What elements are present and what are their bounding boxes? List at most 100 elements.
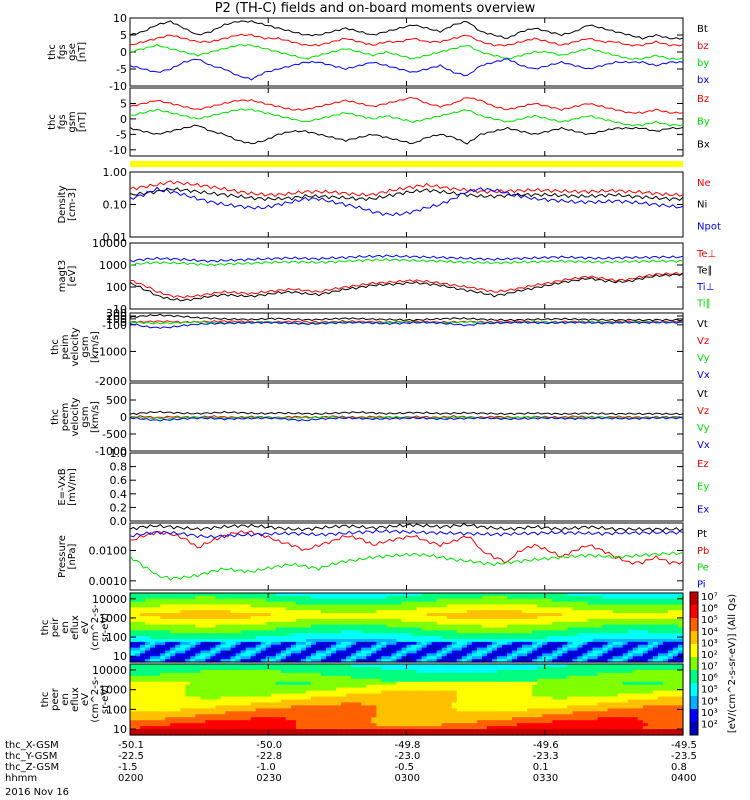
spectrogram-cell — [406, 593, 413, 597]
spectrogram-cell — [597, 699, 604, 704]
spectrogram-cell — [346, 607, 352, 611]
spectrogram-cell — [175, 664, 181, 668]
spectrogram-cell — [260, 633, 267, 637]
spectrogram-cell — [200, 598, 207, 603]
spectrogram-cell — [396, 650, 403, 654]
spectrogram-cell — [657, 618, 664, 623]
spectrogram-cell — [587, 693, 594, 698]
spectrogram-cell — [491, 633, 498, 637]
spectrogram-cell — [275, 601, 282, 606]
y-axis-label: gsm — [80, 406, 91, 427]
spectrogram-cell — [391, 675, 398, 680]
spectrogram-cell — [240, 610, 247, 614]
spectrogram-cell — [612, 717, 619, 721]
spectrogram-cell — [270, 702, 277, 707]
spectrogram-cell — [476, 644, 483, 649]
spectrogram-cell — [245, 711, 252, 715]
spectrogram-cell — [145, 621, 151, 626]
panel-frame — [129, 452, 684, 522]
spectrogram-cell — [486, 598, 493, 603]
spectrogram-cell — [662, 593, 669, 597]
spectrogram-cell — [356, 641, 362, 646]
spectrogram-cell — [627, 604, 634, 608]
spectrogram-cell — [582, 616, 589, 620]
spectrogram-cell — [205, 681, 212, 686]
spectrogram-cell — [280, 656, 287, 660]
spectrogram-cell — [145, 714, 151, 718]
spectrogram-cell — [245, 684, 252, 689]
spectrogram-cell — [512, 666, 518, 671]
spectrogram-cell — [356, 656, 362, 660]
spectrogram-cell — [200, 618, 207, 623]
spectrogram-cell — [361, 664, 367, 668]
spectrogram-cell — [672, 684, 679, 689]
spectrogram-cell — [275, 633, 282, 637]
spectrogram-cell — [175, 613, 181, 617]
spectrogram-cell — [200, 693, 207, 698]
spectrogram-cell — [622, 717, 629, 721]
spectrogram-cell — [295, 627, 302, 631]
spectrogram-cell — [391, 641, 398, 646]
spectrogram-cell — [130, 699, 136, 704]
spectrogram-cell — [542, 653, 548, 657]
spectrogram-cell — [476, 687, 483, 692]
spectrogram-cell — [366, 610, 372, 614]
spectrogram-cell — [502, 681, 508, 686]
spectrogram-cell — [210, 653, 217, 657]
spectrogram-cell — [582, 604, 589, 608]
spectrogram-cell — [602, 618, 609, 623]
spectrogram-cell — [280, 593, 287, 597]
spectrogram-cell — [351, 650, 357, 654]
spectrogram-cell — [632, 672, 639, 677]
spectrogram-cell — [170, 595, 176, 600]
spectrogram-cell — [557, 705, 563, 709]
spectrogram-cell — [431, 601, 438, 606]
spectrogram-cell — [225, 627, 232, 631]
spectrogram-cell — [280, 598, 287, 603]
spectrogram-cell — [627, 690, 634, 695]
spectrogram-cell — [662, 598, 669, 603]
spectrogram-cell — [331, 636, 337, 640]
spectrogram-cell — [416, 693, 423, 698]
spectrogram-cell — [321, 656, 327, 660]
spectrogram-cell — [491, 672, 498, 677]
spectrogram-cell — [592, 621, 599, 626]
spectrogram-cell — [190, 616, 196, 620]
spectrogram-cell — [642, 644, 649, 649]
spectrogram-cell — [642, 621, 649, 626]
spectrogram-cell — [321, 604, 327, 608]
spectrogram-cell — [165, 644, 171, 649]
spectrogram-cell — [507, 696, 513, 701]
spectrogram-cell — [416, 598, 423, 603]
spectrogram-cell — [381, 604, 387, 608]
spectrogram-cell — [507, 604, 513, 608]
spectrogram-cell — [486, 699, 493, 704]
spectrogram-cell — [607, 601, 614, 606]
spectrogram-cell — [220, 624, 227, 629]
spectrogram-cell — [512, 595, 518, 600]
spectrogram-cell — [381, 696, 387, 701]
spectrogram-cell — [220, 616, 227, 620]
spectrogram-cell — [381, 664, 387, 668]
spectrogram-cell — [265, 717, 272, 721]
spectrogram-cell — [557, 624, 563, 629]
spectrogram-cell — [255, 593, 262, 597]
spectrogram-cell — [290, 684, 297, 689]
spectrogram-cell — [401, 708, 408, 712]
spectrogram-cell — [592, 699, 599, 704]
spectrogram-cell — [677, 675, 684, 680]
spectrogram-cell — [451, 630, 458, 634]
spectrogram-cell — [255, 650, 262, 654]
spectrogram-cell — [527, 669, 533, 674]
spectrogram-cell — [305, 641, 312, 646]
spectrogram-cell — [336, 616, 342, 620]
spectrogram-cell — [310, 601, 317, 606]
spectrogram-cell — [466, 621, 473, 626]
spectrogram-cell — [270, 613, 277, 617]
spectrogram-cell — [326, 630, 332, 634]
spectrogram-cell — [225, 693, 232, 698]
spectrogram-cell — [401, 714, 408, 718]
spectrogram-cell — [537, 607, 543, 611]
spectrogram-cell — [431, 681, 438, 686]
spectrogram-cell — [557, 616, 563, 620]
